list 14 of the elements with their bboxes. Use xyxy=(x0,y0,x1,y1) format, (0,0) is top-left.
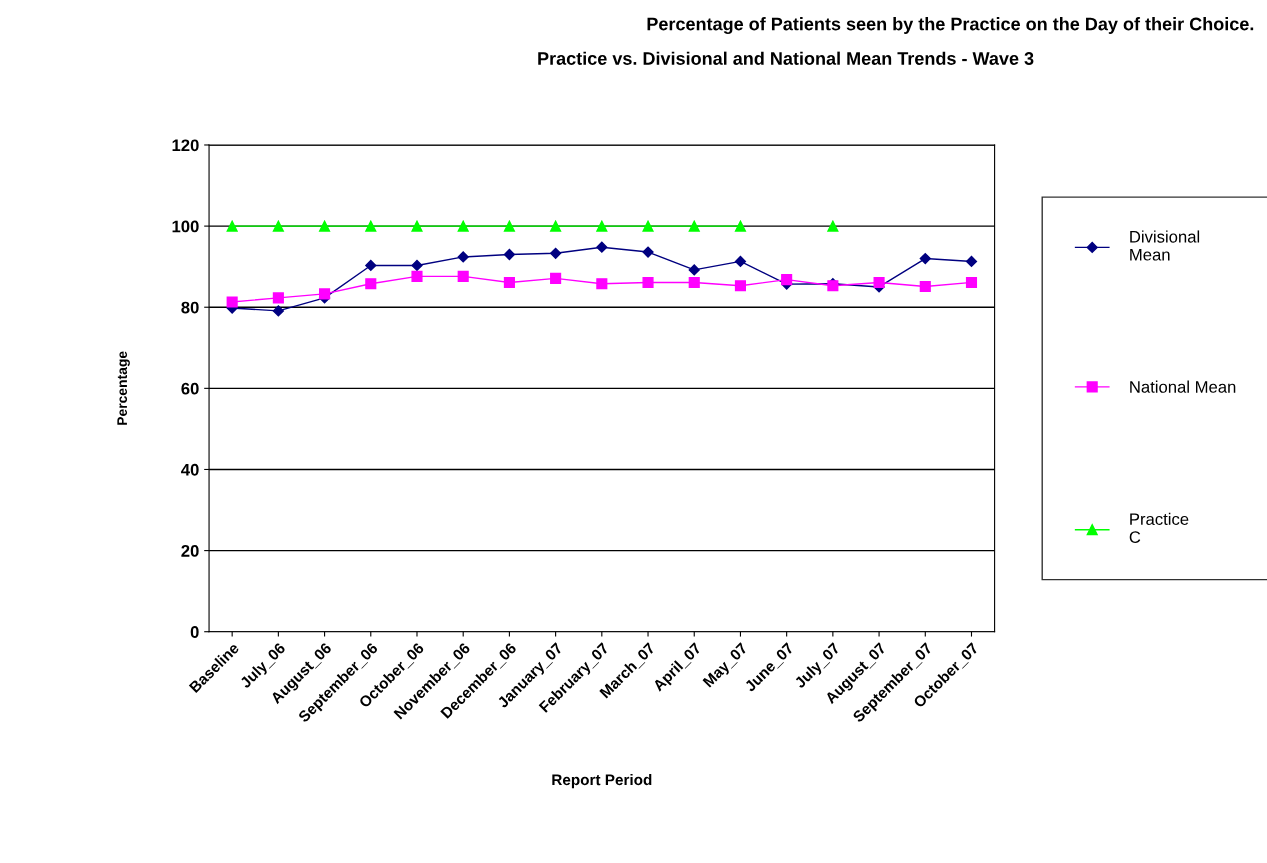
y-tick-label: 0 xyxy=(190,626,199,638)
legend-label: Practice C xyxy=(1129,512,1189,543)
y-tick-label: 40 xyxy=(181,463,199,476)
chart-subtitle: Practice vs. Divisional and National Mean Trends - Wave 3 xyxy=(538,51,1034,65)
y-tick-label: 60 xyxy=(181,382,199,395)
y-tick-label: 20 xyxy=(181,545,199,557)
y-tick-label: 80 xyxy=(181,301,199,314)
y-tick-label: 100 xyxy=(172,220,199,233)
legend-label: Divisional Mean xyxy=(1130,230,1200,261)
y-tick-label: 120 xyxy=(172,139,199,152)
chart-title: Percentage of Patients seen by the Practice on the Day of their Choice. xyxy=(647,17,1254,35)
y-axis-title: Percentage xyxy=(117,351,130,425)
x-axis-title: Report Period xyxy=(552,773,652,789)
legend-label: National Mean xyxy=(1130,380,1236,393)
